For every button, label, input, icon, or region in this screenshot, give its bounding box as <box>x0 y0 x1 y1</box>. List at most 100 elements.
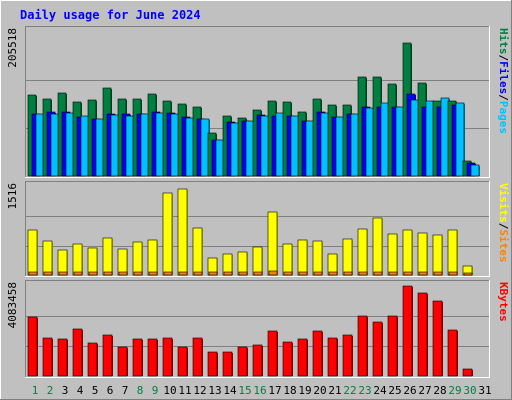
bar-kbytes-4 <box>72 328 83 377</box>
bar-sites-25 <box>388 271 398 276</box>
x-tick-label-4: 4 <box>77 384 84 397</box>
x-tick-label-18: 18 <box>283 384 296 397</box>
x-tick-label-2: 2 <box>47 384 54 397</box>
legend-item: Sites <box>497 229 510 262</box>
y-max-label: 4083458 <box>6 282 19 328</box>
x-tick-label-16: 16 <box>253 384 266 397</box>
bar-kbytes-8 <box>132 338 143 377</box>
bar-kbytes-1 <box>27 316 38 377</box>
legend-item: KBytes <box>497 282 510 322</box>
bar-kbytes-2 <box>42 337 53 377</box>
bar-visits-22 <box>342 238 353 276</box>
x-tick-label-21: 21 <box>328 384 341 397</box>
x-tick-label-28: 28 <box>433 384 446 397</box>
bar-visits-3 <box>57 249 68 276</box>
bar-visits-16 <box>252 246 263 276</box>
x-tick-label-17: 17 <box>268 384 281 397</box>
bar-kbytes-16 <box>252 344 263 377</box>
bar-kbytes-22 <box>342 334 353 377</box>
x-tick-label-7: 7 <box>122 384 129 397</box>
bar-sites-2 <box>43 271 53 276</box>
bar-sites-17 <box>268 270 278 276</box>
x-tick-label-12: 12 <box>193 384 206 397</box>
bar-kbytes-9 <box>147 338 158 377</box>
bar-sites-28 <box>433 271 443 276</box>
legend-item: Pages <box>497 101 510 134</box>
bar-visits-8 <box>132 241 143 276</box>
y-max-label: 1516 <box>6 183 19 210</box>
bar-visits-10 <box>162 192 173 276</box>
bar-visits-12 <box>192 227 203 276</box>
x-tick-label-31: 31 <box>478 384 491 397</box>
chart-title: Daily usage for June 2024 <box>20 8 201 22</box>
bar-sites-16 <box>253 271 263 276</box>
bar-visits-1 <box>27 229 38 276</box>
x-tick-label-26: 26 <box>403 384 416 397</box>
bar-visits-5 <box>87 247 98 276</box>
x-tick-label-11: 11 <box>178 384 191 397</box>
bar-visits-4 <box>72 243 83 276</box>
panel-hits-files-pages: 205518 Hits/Files/Pages <box>6 26 510 178</box>
bar-kbytes-15 <box>237 346 248 377</box>
bar-visits-9 <box>147 239 158 276</box>
bar-visits-24 <box>372 217 383 276</box>
legend: KBytes <box>497 282 510 322</box>
bar-visits-20 <box>312 240 323 276</box>
legend-item: Visits <box>497 183 510 223</box>
bar-visits-29 <box>447 229 458 276</box>
x-tick-label-25: 25 <box>388 384 401 397</box>
bar-kbytes-11 <box>177 346 188 377</box>
x-tick-label-3: 3 <box>62 384 69 397</box>
x-tick-label-15: 15 <box>238 384 251 397</box>
bar-kbytes-20 <box>312 330 323 377</box>
bar-sites-24 <box>373 271 383 276</box>
x-tick-label-22: 22 <box>343 384 356 397</box>
bar-sites-8 <box>133 271 143 276</box>
bar-kbytes-25 <box>387 315 398 377</box>
bar-kbytes-27 <box>417 292 428 377</box>
bar-visits-15 <box>237 251 248 276</box>
panel-visits-sites: 1516 Visits/Sites <box>6 181 510 277</box>
bar-sites-6 <box>103 271 113 276</box>
bar-sites-10 <box>163 271 173 276</box>
bar-visits-27 <box>417 232 428 276</box>
bar-sites-3 <box>58 271 68 276</box>
bar-kbytes-18 <box>282 341 293 377</box>
bar-kbytes-3 <box>57 338 68 377</box>
legend-item: / <box>497 223 510 230</box>
bar-sites-22 <box>343 271 353 276</box>
bar-visits-6 <box>102 237 113 276</box>
bar-sites-27 <box>418 271 428 276</box>
x-axis-labels: 1 2 3 4 5 6 7 8 9 10 11 12 13 14 15 16 17 18 19 20 21 22 23 24 2… <box>32 384 492 397</box>
x-tick-label-23: 23 <box>358 384 371 397</box>
bar-sites-5 <box>88 271 98 276</box>
x-tick-label-24: 24 <box>373 384 387 397</box>
bar-kbytes-17 <box>267 330 278 377</box>
bar-kbytes-24 <box>372 321 383 377</box>
bar-sites-26 <box>403 271 413 276</box>
legend: Hits/Files/Pages <box>497 28 510 134</box>
bar-kbytes-30 <box>462 368 473 377</box>
bar-kbytes-29 <box>447 329 458 377</box>
legend-item: / <box>497 94 510 101</box>
x-tick-label-19: 19 <box>298 384 311 397</box>
bar-sites-20 <box>313 271 323 276</box>
bar-kbytes-10 <box>162 337 173 377</box>
x-tick-label-5: 5 <box>92 384 99 397</box>
bar-visits-26 <box>402 229 413 276</box>
bar-kbytes-28 <box>432 300 443 377</box>
bar-kbytes-26 <box>402 285 413 377</box>
panel-kbytes: 4083458 KBytes <box>6 280 510 378</box>
bar-sites-15 <box>238 271 248 276</box>
x-tick-label-9: 9 <box>152 384 159 397</box>
bar-sites-12 <box>193 271 203 276</box>
bar-sites-1 <box>28 271 38 276</box>
bar-sites-11 <box>178 271 188 276</box>
x-tick-label-13: 13 <box>208 384 221 397</box>
bar-visits-7 <box>117 248 128 276</box>
bar-visits-17 <box>267 211 278 276</box>
legend-item: / <box>497 55 510 62</box>
